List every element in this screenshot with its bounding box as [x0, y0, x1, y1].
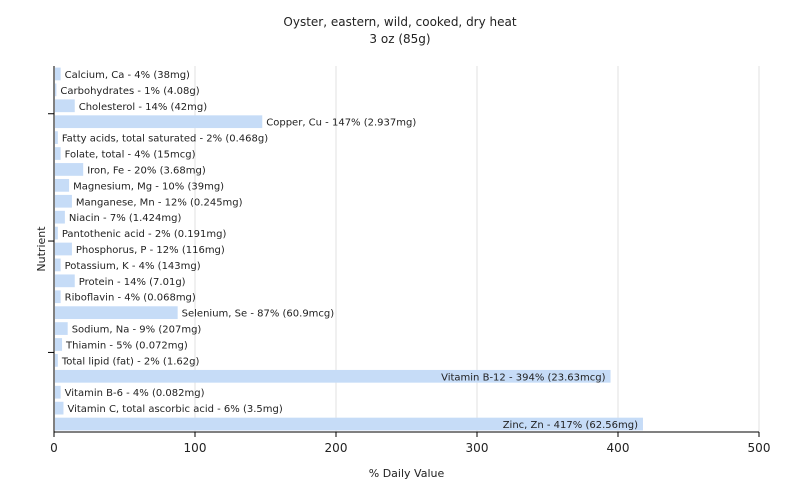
x-tick-label-3: 300 [466, 441, 489, 455]
bar-label-6: Iron, Fe - 20% (3.68mg) [87, 165, 206, 176]
bar-label-14: Riboflavin - 4% (0.068mg) [65, 293, 196, 304]
bar-19 [55, 369, 611, 383]
bar-label-9: Niacin - 7% (1.424mg) [69, 213, 182, 224]
bar-label-0: Calcium, Ca - 4% (38mg) [65, 70, 190, 81]
bar-5 [55, 147, 61, 160]
bar-0 [55, 67, 61, 81]
bar-label-8: Manganese, Mn - 12% (0.245mg) [76, 197, 243, 208]
chart-subtitle: 3 oz (85g) [369, 32, 431, 46]
bar-label-15: Selenium, Se - 87% (60.9mcg) [182, 309, 335, 320]
bar-label-10: Pantothenic acid - 2% (0.191mg) [62, 229, 227, 240]
bar-20 [55, 385, 61, 399]
bar-7 [55, 178, 70, 192]
bar-label-16: Sodium, Na - 9% (207mg) [72, 325, 202, 336]
bar-label-1: Carbohydrates - 1% (4.08g) [60, 86, 199, 97]
chart-title: Oyster, eastern, wild, cooked, dry heat [283, 15, 517, 29]
bar-label-18: Total lipid (fat) - 2% (1.62g) [61, 356, 200, 367]
bar-label-2: Cholesterol - 14% (42mg) [79, 102, 208, 113]
bar-3 [55, 115, 263, 129]
x-tick-label-5: 500 [748, 441, 771, 455]
bar-9 [55, 210, 65, 224]
bar-label-21: Vitamin C, total ascorbic acid - 6% (3.5… [67, 404, 282, 415]
bar-label-3: Copper, Cu - 147% (2.937mg) [266, 118, 416, 129]
bar-22 [55, 417, 643, 431]
bar-label-17: Thiamin - 5% (0.072mg) [65, 340, 188, 351]
x-tick-label-4: 400 [607, 441, 630, 455]
bar-label-5: Folate, total - 4% (15mcg) [65, 150, 196, 161]
x-tick-label-1: 100 [184, 441, 207, 455]
bar-2 [55, 99, 75, 113]
x-tick-label-0: 0 [50, 441, 58, 455]
bar-label-19: Vitamin B-12 - 394% (23.63mcg) [441, 372, 606, 383]
x-axis-title: % Daily Value [369, 467, 445, 480]
bar-10 [55, 226, 58, 240]
bar-label-12: Potassium, K - 4% (143mg) [65, 261, 201, 272]
bar-label-11: Phosphorus, P - 12% (116mg) [76, 245, 225, 256]
bar-18 [55, 354, 58, 367]
y-axis-title: Nutrient [35, 226, 48, 272]
bar-1 [55, 83, 57, 97]
bar-4 [55, 131, 58, 144]
bar-8 [55, 194, 72, 208]
bar-label-13: Protein - 14% (7.01g) [79, 277, 186, 288]
bar-16 [55, 322, 68, 335]
bar-6 [55, 163, 84, 176]
bar-label-22: Zinc, Zn - 417% (62.56mg) [503, 420, 638, 431]
bar-label-4: Fatty acids, total saturated - 2% (0.468… [62, 134, 268, 145]
bar-label-20: Vitamin B-6 - 4% (0.082mg) [65, 388, 205, 399]
bar-12 [55, 258, 61, 272]
bar-15 [55, 306, 178, 320]
bar-17 [55, 338, 63, 351]
x-tick-label-2: 200 [325, 441, 348, 455]
bar-21 [55, 401, 64, 415]
bar-11 [55, 242, 72, 256]
bar-13 [55, 274, 75, 288]
bar-14 [55, 290, 61, 304]
bar-label-7: Magnesium, Mg - 10% (39mg) [73, 181, 224, 192]
